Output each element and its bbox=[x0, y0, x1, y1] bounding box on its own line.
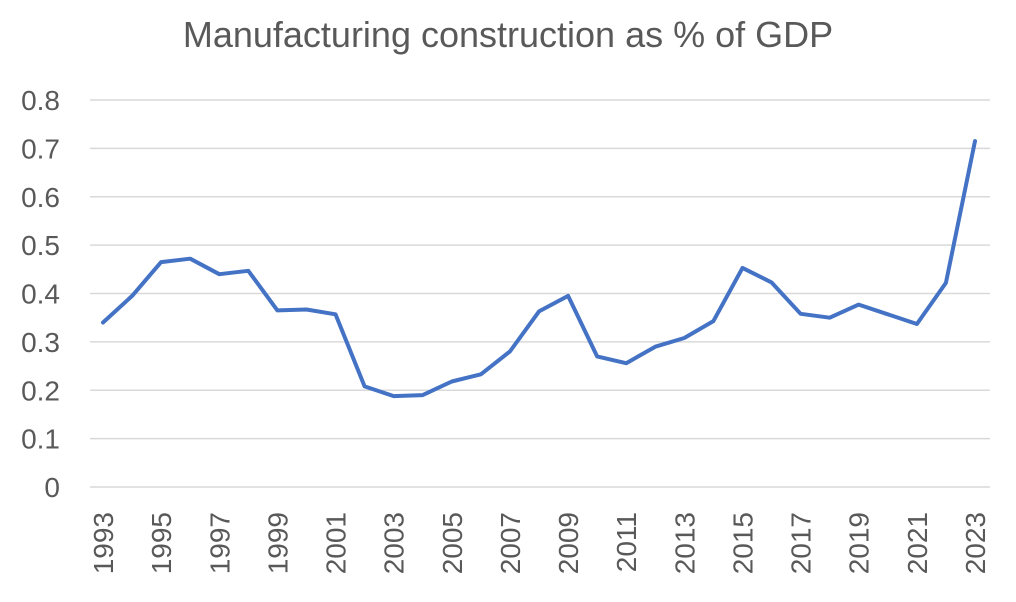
x-tick-label: 2019 bbox=[844, 512, 875, 574]
x-tick-label: 2009 bbox=[553, 512, 584, 574]
gridlines bbox=[90, 99, 990, 488]
x-tick-label: 2005 bbox=[437, 512, 468, 574]
x-axis: 1993 1995 1997 1999 2001 2003 2005 2007 2009 2011… bbox=[88, 512, 991, 574]
x-tick-label: 2003 bbox=[379, 512, 410, 574]
x-tick-label: 1997 bbox=[204, 512, 235, 574]
y-tick-label: 0.1 bbox=[21, 424, 60, 455]
x-tick-label: 2023 bbox=[960, 512, 991, 574]
x-tick-label: 2007 bbox=[495, 512, 526, 574]
y-axis: 0 0.1 0.2 0.3 0.4 0.5 0.6 0.7 0.8 bbox=[21, 85, 60, 503]
x-tick-label: 2017 bbox=[786, 512, 817, 574]
series-line-0 bbox=[101, 139, 977, 399]
y-tick-label: 0.7 bbox=[21, 133, 60, 164]
series-layer bbox=[101, 139, 977, 399]
x-tick-label: 2001 bbox=[321, 512, 352, 574]
x-tick-label: 2013 bbox=[669, 512, 700, 574]
y-tick-label: 0.6 bbox=[21, 182, 60, 213]
y-tick-label: 0.5 bbox=[21, 230, 60, 261]
x-tick-label: 1993 bbox=[88, 512, 119, 574]
x-tick-label: 1995 bbox=[146, 512, 177, 574]
x-tick-label: 1999 bbox=[262, 512, 293, 574]
x-tick-label: 2015 bbox=[727, 512, 758, 574]
chart-title: Manufacturing construction as % of GDP bbox=[182, 14, 834, 55]
y-tick-label: 0 bbox=[44, 472, 60, 503]
x-tick-label: 2011 bbox=[611, 512, 642, 572]
x-tick-label: 2021 bbox=[902, 512, 933, 574]
y-tick-label: 0.2 bbox=[21, 375, 60, 406]
y-tick-label: 0.8 bbox=[21, 85, 60, 116]
y-tick-label: 0.3 bbox=[21, 327, 60, 358]
y-tick-label: 0.4 bbox=[21, 279, 60, 310]
